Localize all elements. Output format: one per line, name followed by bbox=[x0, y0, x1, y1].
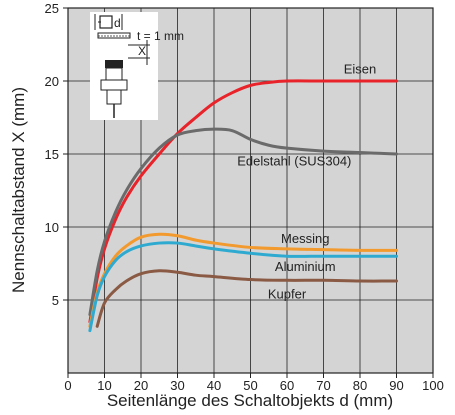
inset-plate bbox=[97, 32, 131, 39]
y-tick-label: 5 bbox=[52, 293, 59, 308]
y-tick-label: 10 bbox=[45, 220, 59, 235]
inset-sensor-head bbox=[105, 60, 123, 68]
x-tick-label: 90 bbox=[389, 378, 403, 393]
series-line-aluminium bbox=[88, 241, 398, 333]
y-tick-label: 15 bbox=[45, 147, 59, 162]
series-line-edelstahl-sus304 bbox=[88, 127, 398, 317]
x-tick-label: 30 bbox=[170, 378, 184, 393]
inset-sensor-nut bbox=[100, 79, 128, 91]
y-tick-label: 20 bbox=[45, 74, 59, 89]
x-tick-label: 0 bbox=[64, 378, 71, 393]
inset-sensor-tail bbox=[106, 89, 122, 105]
x-tick-label: 80 bbox=[353, 378, 367, 393]
y-tick-label: 25 bbox=[45, 1, 59, 16]
series-line-messing bbox=[88, 232, 398, 328]
inset-sensor-body bbox=[105, 67, 123, 81]
inset-t-label: t = 1 mm bbox=[137, 29, 184, 43]
series-line-eisen bbox=[88, 79, 398, 324]
series-label: Messing bbox=[281, 231, 329, 246]
inset-background bbox=[90, 12, 158, 120]
series-label: Aluminium bbox=[275, 259, 336, 274]
x-tick-label: 100 bbox=[422, 378, 444, 393]
series-label: Eisen bbox=[344, 62, 377, 77]
x-tick-label: 50 bbox=[243, 378, 257, 393]
grid-lines bbox=[68, 8, 433, 373]
series-layer: Eisen Edelstahl (SUS304) Messing Aluminium K… bbox=[88, 62, 398, 333]
inset-d-label: d bbox=[114, 16, 121, 30]
x-axis-label: Seitenlänge des Schaltobjekts d (mm) bbox=[107, 391, 393, 410]
y-axis-label: Nennschaltabstand X (mm) bbox=[9, 87, 28, 293]
series-label: Edelstahl (SUS304) bbox=[237, 154, 351, 169]
x-tick-label: 40 bbox=[207, 378, 221, 393]
inset-diagram: d X t = 1 mm bbox=[90, 12, 184, 120]
series-line-kupfer bbox=[95, 269, 398, 328]
tick-labels: 0 10 20 30 40 50 60 70 80 90 100 5 10 15 20 25 bbox=[45, 1, 444, 393]
series-label: Kupfer bbox=[268, 287, 307, 302]
x-tick-label: 10 bbox=[97, 378, 111, 393]
inset-x-label: X bbox=[138, 44, 146, 58]
x-tick-label: 70 bbox=[316, 378, 330, 393]
x-tick-label: 20 bbox=[134, 378, 148, 393]
x-tick-label: 60 bbox=[280, 378, 294, 393]
